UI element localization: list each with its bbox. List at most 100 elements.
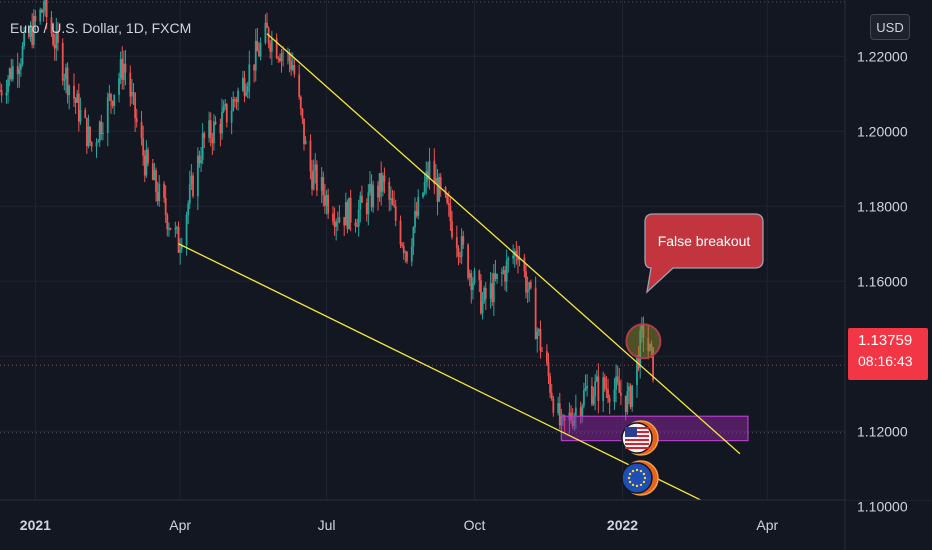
candle [100,114,103,140]
candle-body [73,85,75,99]
candle-body [258,51,260,57]
candle-body [164,197,167,215]
candle-body [167,228,170,230]
candle-body [549,376,552,393]
candle [198,150,201,168]
candle [433,148,436,195]
price-tick-label: 1.18000 [857,198,908,214]
candle [233,96,236,108]
candle-body [132,92,135,94]
candle-body [378,173,381,198]
candle [404,250,407,263]
candle [346,199,349,234]
candle [335,218,338,241]
candle-body [383,175,386,182]
candle [491,272,494,307]
candle [481,292,484,320]
candle-body [89,126,91,142]
time-axis[interactable] [0,500,932,550]
candle [608,394,611,415]
symbol-title: Euro / U.S. Dollar, 1D, FXCM [10,20,192,36]
candle [377,181,379,211]
candle-body [153,170,156,181]
candle-body [122,63,125,80]
candle [425,161,428,195]
candle [496,273,498,284]
candle [372,180,375,213]
price-axis[interactable] [845,0,932,500]
candle [573,412,576,431]
candle [423,172,426,196]
candle [320,167,323,203]
candle [541,346,543,352]
candle-body [246,86,249,93]
candle-body [277,58,280,59]
candle [130,79,133,105]
candle [574,394,577,430]
candle-body [203,133,206,138]
candle [188,170,191,209]
candle [10,58,13,82]
time-tick-label: Apr [756,517,778,533]
candle-body [108,93,111,98]
candle-body [304,140,307,145]
candle [515,240,518,265]
candle-body [636,355,638,386]
candle [467,243,469,281]
candle-body [185,214,188,246]
candle-body [264,22,267,43]
candle-body [571,420,574,426]
candle-body [248,64,251,87]
candle [513,248,516,268]
currency-button[interactable]: USD [870,14,910,40]
candle [190,164,193,191]
candle-body [435,178,437,184]
candle [388,177,391,212]
candle [243,70,246,103]
candle-body [327,194,330,214]
us-flag-icon[interactable] [621,420,659,456]
candle [89,126,91,146]
candle [169,227,172,231]
candle-body [586,385,589,389]
candle [167,222,170,237]
candle [298,64,301,100]
candle-body [369,183,371,193]
candle [367,184,370,226]
last-price-value: 1.13759 [858,332,913,349]
candle [603,373,606,392]
candle [225,103,228,128]
candle [287,47,289,65]
candle [253,64,256,83]
candle-body [563,415,566,421]
candle-body [415,210,418,216]
candle-body [406,251,408,262]
candle [44,0,46,17]
candle-body [381,175,384,192]
candle [537,327,540,337]
candle-body [266,22,268,28]
candle [201,123,204,165]
upper-trendline[interactable] [266,33,741,455]
candle-body [616,376,619,382]
candle-body [492,273,495,303]
time-tick-label: 2021 [20,517,51,533]
candle [545,344,548,366]
candle [552,395,555,417]
lower-trendline[interactable] [178,243,791,545]
candle [356,218,358,228]
candle-body [134,93,137,119]
candle-body [528,282,531,291]
breakout-highlight[interactable] [625,323,662,360]
candle [256,27,259,52]
candle [230,96,233,135]
candle-body [0,90,1,91]
candle-body [343,217,346,226]
candle-body [602,377,605,401]
candle [315,160,318,197]
eu-flag-icon[interactable] [621,460,659,496]
candle-body [414,210,416,228]
callout-bubble[interactable] [644,213,764,294]
